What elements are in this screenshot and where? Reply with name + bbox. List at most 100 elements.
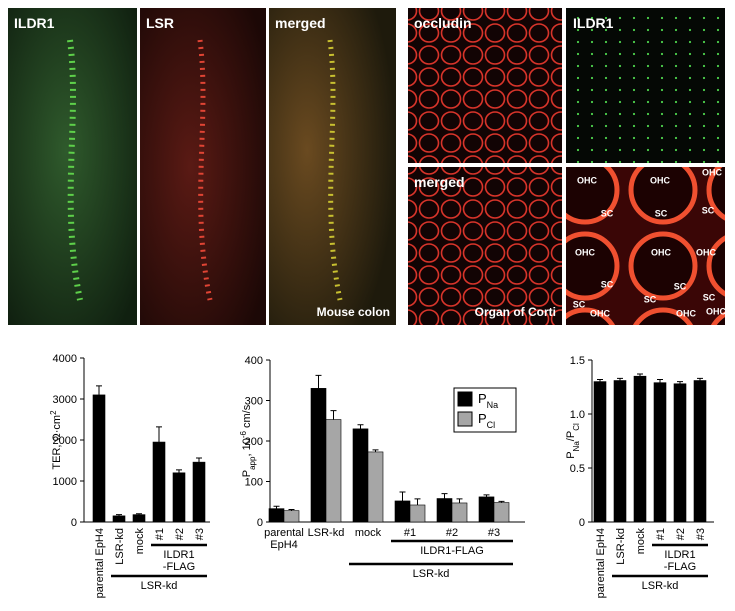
error-bar [116, 514, 122, 516]
caption: Organ of Corti [475, 305, 556, 319]
cell-label: SC [644, 294, 657, 304]
cell-label: SC [655, 208, 668, 218]
panel-label: LSR [146, 15, 174, 31]
x-tick-label: #1 [154, 528, 166, 540]
x-tick-label: parental EpH4 [264, 527, 304, 551]
y-tick-label: 1.5 [570, 355, 585, 367]
y-tick-label: 3000 [53, 394, 77, 406]
group-label: LSR-kd [413, 568, 450, 580]
panel-label: ILDR1 [573, 15, 614, 31]
text-part: Cl [572, 423, 581, 431]
error-bar [357, 424, 364, 429]
error-bar [677, 381, 683, 384]
bar [394, 500, 411, 523]
panel-label: merged [275, 15, 326, 31]
x-tick-label: #2 [675, 528, 687, 540]
legend-label: PNa [478, 391, 498, 410]
legend-label: PCl [478, 411, 495, 430]
cell-label: OHC [650, 175, 671, 185]
error-bar [372, 449, 379, 452]
x-tick-label: mock [635, 528, 647, 555]
panel-label: occludin [414, 15, 472, 31]
image-merged-corti [408, 167, 562, 325]
error-bar [697, 377, 703, 381]
error-bar [441, 493, 448, 499]
cell-label: SC [601, 279, 614, 289]
cell-label: SC [702, 205, 715, 215]
x-tick-label: LSR-kd [114, 528, 126, 565]
y-tick-label: 4000 [53, 353, 77, 365]
error-bar [617, 377, 623, 381]
x-tick-label: LSR-kd [615, 528, 627, 565]
error-bar [136, 513, 142, 515]
image-ildr1-corti [566, 8, 725, 163]
x-tick-label: #2 [174, 528, 186, 540]
y-axis-label: PNa/PCl [565, 423, 581, 459]
group-label: ILDR1-FLAG [664, 549, 696, 573]
y-tick-label: 0 [71, 517, 77, 529]
group-label: LSR-kd [141, 580, 178, 592]
bar [310, 388, 327, 523]
bar [192, 461, 206, 523]
bar [593, 381, 607, 523]
error-bar [456, 498, 463, 503]
image-zoom [566, 167, 725, 325]
text-part: Na [572, 441, 581, 452]
cell-label: SC [573, 299, 586, 309]
bar [283, 510, 300, 523]
y-axis-label: TER, Ω·cm2 [49, 410, 64, 470]
group-label: LSR-kd [642, 580, 679, 592]
x-tick-label: LSR-kd [308, 527, 345, 539]
cell-label: OHC [651, 247, 672, 257]
legend-swatch [457, 391, 473, 407]
bar [132, 514, 146, 523]
bar [268, 508, 285, 523]
x-tick-label: #1 [404, 527, 416, 539]
microscopy [8, 8, 725, 325]
error-bar [176, 469, 182, 473]
error-bar [315, 374, 322, 389]
x-tick-label: #3 [194, 528, 206, 540]
x-tick-label: mock [355, 527, 382, 539]
y-tick-label: 1000 [53, 476, 77, 488]
y-tick-label: 100 [245, 477, 263, 489]
cell-label: OHC [702, 167, 723, 177]
legend-swatch [457, 411, 473, 427]
bar [172, 472, 186, 523]
error-bar [498, 500, 505, 503]
panel-label: merged [414, 174, 465, 190]
text-part: app [248, 456, 257, 470]
y-tick-label: 200 [245, 436, 263, 448]
cell-label: SC [674, 281, 687, 291]
y-tick-label: 0 [579, 517, 585, 529]
error-bar [597, 378, 603, 382]
error-bar [399, 491, 406, 501]
cell-label: SC [601, 208, 614, 218]
error-bar [196, 457, 202, 463]
text-part: -6 [239, 431, 248, 439]
bar [367, 451, 384, 523]
text-part: , 10 [241, 438, 253, 456]
error-bar [156, 426, 162, 443]
text-part: P [241, 470, 253, 477]
text-part: Cl [487, 420, 496, 430]
cell-label: OHC [696, 247, 717, 257]
group-label: ILDR1-FLAG [163, 549, 195, 573]
x-tick-label: parental EpH4 [595, 528, 607, 598]
bar [478, 496, 495, 523]
bar [112, 515, 126, 523]
x-tick-label: #3 [488, 527, 500, 539]
cell-label: OHC [575, 247, 596, 257]
error-bar [273, 505, 280, 509]
error-bar [288, 508, 295, 511]
text-part: TER, Ω·cm [51, 415, 63, 470]
y-tick-label: 0 [257, 517, 263, 529]
bar [352, 428, 369, 523]
error-bar [483, 494, 490, 497]
y-tick-label: 400 [245, 355, 263, 367]
text-part: 2 [49, 410, 58, 415]
bar [613, 380, 627, 523]
error-bar [330, 410, 337, 420]
text-part: Na [487, 400, 499, 410]
